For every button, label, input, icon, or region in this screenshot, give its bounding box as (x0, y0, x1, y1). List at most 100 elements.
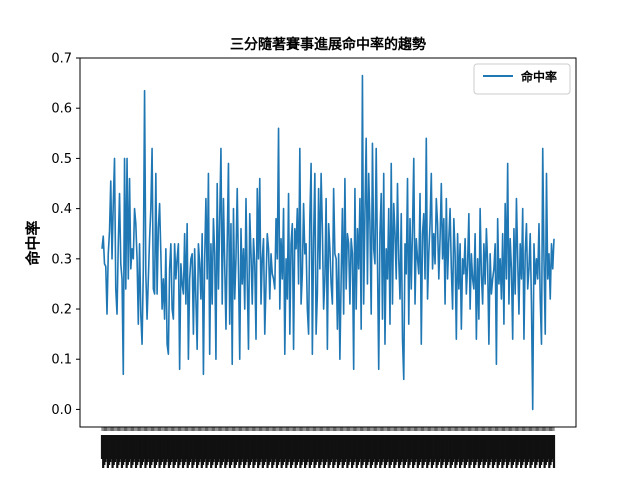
x-tick-label-mark (463, 435, 466, 468)
x-tick-label-mark (157, 435, 160, 459)
x-tick-label-mark (333, 435, 336, 465)
x-tick-label-mark (447, 435, 450, 462)
x-tick-label-mark (338, 435, 341, 465)
x-tick-label-mark (129, 435, 132, 459)
x-tick-label-mark (222, 435, 226, 459)
x-tick-label-mark (214, 435, 217, 468)
x-tick-label-mark (181, 435, 185, 468)
x-tick-label-mark (313, 435, 316, 468)
x-tick-label-mark (353, 435, 356, 462)
x-tick-label-mark (159, 435, 162, 465)
x-tick-label-mark (489, 435, 492, 462)
x-tick-label-mark (133, 435, 136, 459)
x-tick-label-mark (341, 435, 344, 468)
x-tick-label-mark (191, 435, 194, 468)
x-tick-label-mark (217, 435, 220, 462)
x-tick-label-mark (307, 435, 310, 459)
x-tick-label-mark (260, 435, 263, 459)
x-tick-label-mark (205, 435, 208, 468)
legend-box (473, 63, 571, 95)
x-tick-label-mark (144, 435, 147, 468)
x-tick-label-mark (264, 435, 267, 462)
x-tick-label-mark (268, 435, 271, 462)
x-tick-label-mark (208, 435, 212, 459)
x-tick-label-mark (415, 435, 418, 459)
x-tick-label-mark (539, 435, 543, 465)
x-tick-label-mark (381, 435, 384, 462)
x-tick-label-mark (173, 435, 176, 465)
x-tick-label-mark (462, 435, 465, 459)
x-tick-label-mark (118, 435, 121, 462)
x-tick-label-mark (301, 435, 304, 462)
x-tick-label-mark (476, 435, 479, 459)
x-tick-label-mark (221, 435, 225, 462)
x-tick-label-mark (356, 435, 360, 465)
x-tick-label-mark (266, 435, 269, 468)
x-tick-label-mark (160, 435, 163, 462)
x-tick-label-mark (336, 435, 340, 468)
x-tick-label-mark (430, 435, 434, 468)
x-tick-label-mark (520, 435, 523, 468)
x-tick-label-mark (152, 435, 155, 459)
x-tick-label-mark (172, 435, 175, 468)
x-tick-label-mark (474, 435, 477, 465)
x-tick-label-mark (504, 435, 507, 459)
x-tick-label-mark (240, 435, 243, 462)
x-tick-label-mark (161, 435, 165, 459)
x-tick-label-mark (320, 435, 323, 462)
x-tick-label-mark (521, 435, 524, 465)
x-tick-label-mark (530, 435, 533, 465)
x-tick-label-mark (507, 435, 510, 465)
x-tick-label-mark (141, 435, 145, 462)
x-tick-label-mark (235, 435, 239, 462)
x-tick-label-mark (186, 435, 189, 468)
x-tick-label-mark (536, 435, 539, 462)
x-tick-label-mark (387, 435, 390, 459)
x-tick-label-mark (416, 435, 419, 468)
x-tick-label-mark (527, 435, 530, 462)
x-tick-label-mark (446, 435, 449, 465)
x-tick-label-mark (532, 435, 536, 459)
x-tick-label-mark (323, 435, 327, 465)
x-tick-label-mark (185, 435, 188, 459)
x-tick-label-mark (396, 435, 399, 459)
x-tick-label-mark (136, 435, 139, 465)
x-tick-label-mark (132, 435, 135, 462)
x-tick-label-mark (467, 435, 470, 459)
x-tick-label-mark (179, 435, 182, 462)
x-tick-label-mark (302, 435, 306, 459)
x-tick-label-mark (545, 435, 549, 462)
x-tick-label-mark (397, 435, 401, 468)
x-tick-label-mark (448, 435, 451, 459)
x-tick-label-mark (348, 435, 351, 462)
x-tick-label-mark (517, 435, 520, 462)
x-tick-label-mark (339, 435, 342, 462)
x-tick-label-mark (130, 435, 133, 468)
x-tick-label-mark (153, 435, 156, 468)
x-tick-label-mark (523, 435, 526, 459)
x-tick-label-mark (535, 435, 538, 465)
plot-area-frame (79, 57, 577, 428)
x-tick-label-mark (538, 435, 542, 468)
x-tick-label-mark (361, 435, 364, 465)
x-tick-label-mark (534, 435, 537, 468)
x-tick-label-mark (393, 435, 396, 468)
x-tick-label-mark (131, 435, 134, 465)
x-tick-label-mark (255, 435, 259, 459)
x-tick-label-mark (454, 435, 457, 468)
x-tick-label-mark (204, 435, 207, 459)
x-tick-label-mark (366, 435, 369, 465)
x-tick-label-mark (275, 435, 279, 468)
x-tick-label-mark (390, 435, 394, 462)
x-tick-label-mark (227, 435, 230, 459)
x-tick-label-mark (392, 435, 395, 459)
x-tick-label-mark (311, 435, 314, 462)
x-tick-label-mark (295, 435, 298, 465)
x-tick-label-mark (360, 435, 363, 468)
x-tick-label-mark (261, 435, 264, 468)
x-tick-label-mark (321, 435, 324, 459)
x-tick-label-mark (246, 435, 249, 459)
x-tick-label-mark (168, 435, 172, 465)
x-tick-label-mark (451, 435, 455, 462)
